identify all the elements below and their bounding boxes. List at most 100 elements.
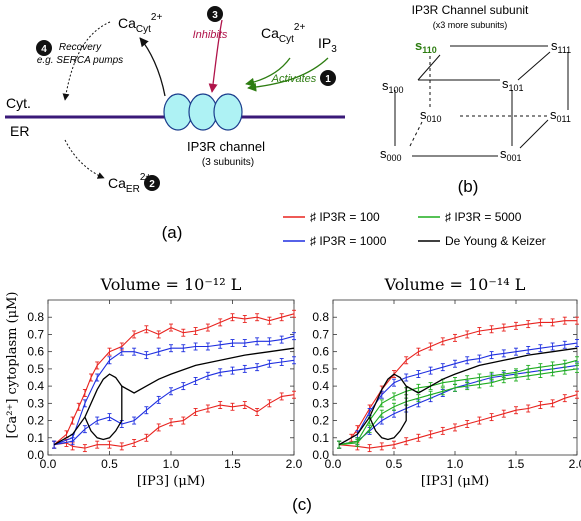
y-tick-label: 0.7 xyxy=(312,327,329,341)
error-bar xyxy=(156,395,161,404)
x-tick-label: 0.5 xyxy=(386,457,403,471)
y-tick-label: 0.6 xyxy=(27,345,44,359)
error-bar xyxy=(205,371,210,380)
error-bar xyxy=(550,342,555,351)
error-bar xyxy=(279,392,284,401)
subunit-subtitle: (x3 more subunits) xyxy=(433,20,508,30)
error-bar xyxy=(292,309,296,318)
ip3-label: IP3 xyxy=(318,35,337,55)
error-bar xyxy=(392,392,396,401)
error-bar xyxy=(379,399,384,408)
error-bar xyxy=(428,430,433,439)
y-tick-label: 0.1 xyxy=(312,431,329,445)
x-tick-label: 2.0 xyxy=(286,457,303,471)
chart-title: Volume = 10⁻¹² L xyxy=(100,275,242,294)
error-bar xyxy=(255,363,260,372)
error-bar xyxy=(95,361,100,370)
error-bar xyxy=(181,416,186,425)
error-bar xyxy=(404,356,409,365)
error-bar xyxy=(514,321,518,330)
error-bar xyxy=(477,327,482,335)
error-bar xyxy=(550,318,555,327)
recovery-note: e.g. SERCA pumps xyxy=(37,55,123,66)
x-axis-label: [IP3] (μM) xyxy=(421,474,489,489)
recovery-arrow xyxy=(62,21,111,101)
error-bar xyxy=(193,342,198,351)
error-bar xyxy=(218,401,223,410)
error-bar xyxy=(292,390,296,399)
y-tick-label: 0.2 xyxy=(312,414,329,428)
step-badge-2: 2 xyxy=(144,175,160,191)
legend: ♯ IP3R = 100 ♯ IP3R = 5000 ♯ IP3R = 1000… xyxy=(283,210,546,248)
error-bar xyxy=(279,358,284,366)
error-bar xyxy=(379,416,384,425)
error-bar xyxy=(477,416,482,425)
y-tick-label: 0.8 xyxy=(312,310,329,324)
channel-title: IP3R channel xyxy=(187,139,265,154)
error-bar xyxy=(538,318,543,327)
error-bar xyxy=(477,380,482,389)
error-bar xyxy=(367,425,372,434)
error-bar xyxy=(489,378,494,387)
state-000: s000 xyxy=(380,146,402,163)
error-bar xyxy=(562,340,567,349)
error-bar xyxy=(404,373,409,382)
error-bar xyxy=(70,416,75,425)
x-tick-label: 1.0 xyxy=(163,457,180,471)
error-bar xyxy=(82,389,87,397)
series-line-1 xyxy=(339,394,578,449)
state-cube xyxy=(394,45,569,157)
x-tick-label: 0.5 xyxy=(101,457,118,471)
error-bar xyxy=(501,375,506,384)
error-bar xyxy=(392,378,396,387)
error-bar xyxy=(144,433,149,442)
error-bar xyxy=(255,313,260,322)
chart-title: Volume = 10⁻¹⁴ L xyxy=(384,275,526,294)
series-line-1 xyxy=(54,394,295,449)
y-tick-label: 0.5 xyxy=(27,362,44,376)
y-tick-label: 0.5 xyxy=(312,362,329,376)
series-line-4 xyxy=(338,359,578,446)
y-tick-label: 0.4 xyxy=(312,379,329,393)
state-001: s001 xyxy=(500,146,522,163)
activates-label: Activates xyxy=(271,73,317,85)
error-bar xyxy=(453,383,457,392)
subunit-title: IP3R Channel subunit xyxy=(412,3,529,17)
error-bar xyxy=(107,347,112,356)
error-bar xyxy=(514,373,518,382)
error-bar xyxy=(526,404,531,413)
x-tick-label: 1.0 xyxy=(447,457,464,471)
error-bar xyxy=(107,440,112,449)
error-bar xyxy=(440,426,445,435)
state-101: s101 xyxy=(502,76,524,93)
error-bar xyxy=(205,342,210,351)
error-bar xyxy=(416,370,421,379)
series-line-7 xyxy=(369,386,407,441)
error-bar xyxy=(132,438,137,447)
error-bar xyxy=(95,440,100,449)
error-bar xyxy=(477,354,482,363)
ca-cyt-right-label: CaCyt2+ xyxy=(261,22,305,45)
error-bar xyxy=(82,444,87,453)
error-bar xyxy=(404,437,409,446)
error-bar xyxy=(107,356,112,365)
error-bar xyxy=(575,356,579,365)
error-bar xyxy=(428,342,433,351)
error-bar xyxy=(242,401,247,410)
cyt-label: Cyt. xyxy=(6,95,31,111)
error-bar xyxy=(76,402,81,411)
series-line-3 xyxy=(338,364,578,446)
series-line-3 xyxy=(53,359,295,446)
error-bar xyxy=(465,330,470,339)
inhibit-arrow xyxy=(208,19,223,93)
svg-text:2: 2 xyxy=(149,179,155,190)
error-bar xyxy=(501,323,506,332)
error-bar xyxy=(132,347,137,356)
error-bar xyxy=(453,333,457,342)
error-bar xyxy=(205,404,210,413)
error-bar xyxy=(550,368,555,377)
panel-a-label: (a) xyxy=(162,223,183,242)
legend-label-100: ♯ IP3R = 100 xyxy=(310,210,380,224)
error-bar xyxy=(501,349,506,358)
error-bar xyxy=(526,345,531,354)
